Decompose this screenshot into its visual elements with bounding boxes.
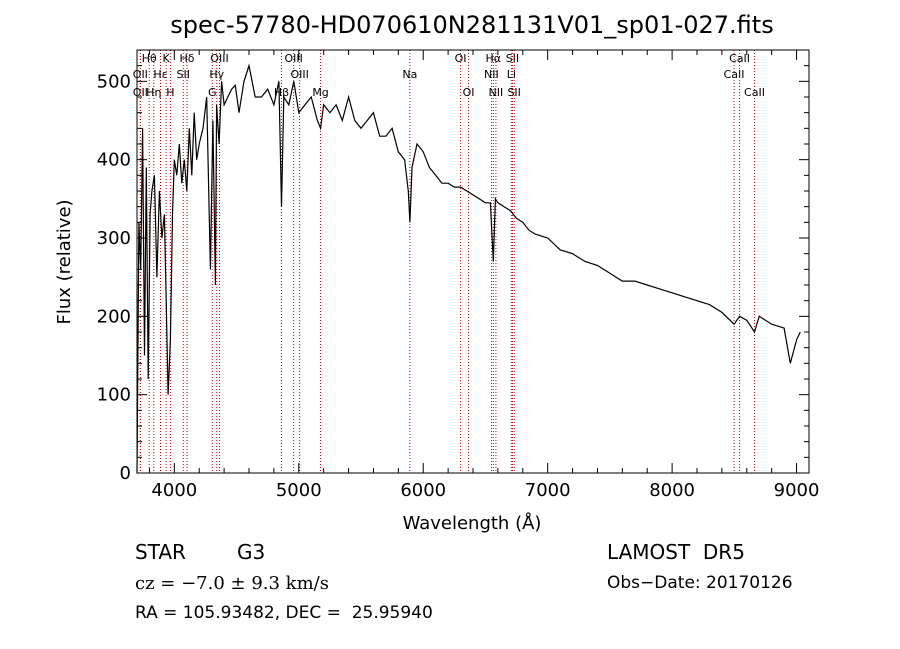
line-marker-label: Hα	[486, 52, 502, 65]
y-tick-label: 300	[97, 228, 131, 249]
spectrum-series	[136, 63, 801, 474]
line-marker-label: NII	[489, 86, 504, 99]
x-tick-label: 6000	[400, 480, 446, 501]
line-marker-label: SII	[507, 86, 520, 99]
line-marker-label: Hε	[153, 68, 167, 81]
plot-frame	[136, 49, 810, 474]
line-marker-label: Mg	[312, 86, 328, 99]
line-marker-label: OI	[455, 52, 467, 65]
y-tick-label: 400	[97, 150, 131, 171]
line-marker-label: G	[208, 86, 217, 99]
line-marker-label: OI	[463, 86, 475, 99]
y-axis-label: Flux (relative)	[54, 199, 75, 324]
redshift-velocity: cz = −7.0 ± 9.3 km/s	[135, 573, 329, 594]
line-marker-label: Na	[402, 68, 417, 81]
line-marker-label: CaII	[724, 68, 745, 81]
x-tick-label: 7000	[525, 480, 571, 501]
x-tick-label: 4000	[151, 480, 197, 501]
survey-name: LAMOST DR5	[607, 540, 745, 564]
line-marker-label: OII	[133, 68, 148, 81]
line-marker-label: OIII	[210, 52, 228, 65]
y-tick-label: 200	[97, 306, 131, 327]
y-tick-label: 500	[97, 71, 131, 92]
x-tick-label: 5000	[276, 480, 322, 501]
line-marker-label: OIII	[284, 52, 302, 65]
y-tick-label: 100	[97, 385, 131, 406]
y-tick-label: 0	[120, 463, 131, 484]
line-marker-label: SII	[177, 68, 190, 81]
axis-ticks: 4000 5000 6000 7000 8000 9000 0 100 200 300 400 500	[97, 50, 820, 501]
line-marker-label: CaII	[744, 86, 765, 99]
line-marker-label: NII	[484, 68, 499, 81]
line-marker-label: Hθ	[142, 52, 157, 65]
line-marker-label: K	[163, 52, 171, 65]
line-marker-label: Hδ	[180, 52, 195, 65]
line-marker-label: OIII	[290, 68, 308, 81]
spectrum-line	[136, 63, 801, 474]
coordinates: RA = 105.93482, DEC = 25.95940	[135, 603, 433, 623]
x-tick-label: 8000	[649, 480, 695, 501]
x-tick-label: 9000	[774, 480, 820, 501]
observation-date: Obs−Date: 20170126	[607, 573, 793, 593]
line-marker-label: H	[166, 86, 174, 99]
line-marker-label: Hη	[146, 86, 161, 99]
line-marker-label: CaII	[729, 52, 750, 65]
object-class: STAR	[135, 540, 186, 564]
object-subclass: G3	[237, 540, 266, 564]
x-axis-label: Wavelength (Å)	[403, 512, 542, 534]
line-marker-label: Hγ	[209, 68, 224, 81]
chart-title: spec-57780-HD070610N281131V01_sp01-027.f…	[170, 11, 773, 39]
line-marker-label: SII	[506, 52, 519, 65]
line-marker-label: Li	[507, 68, 516, 81]
